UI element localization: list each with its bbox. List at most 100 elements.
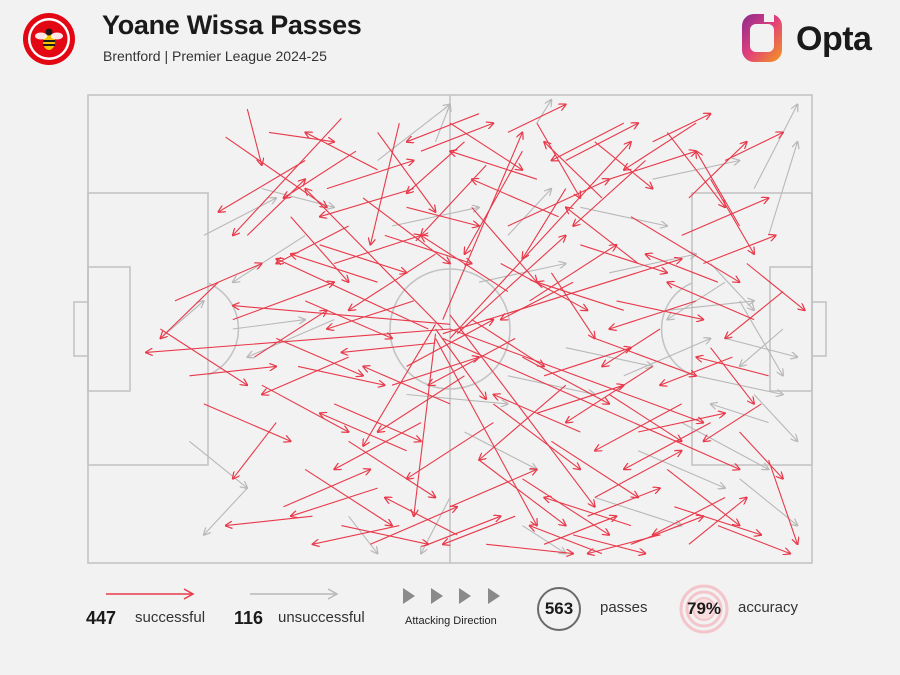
successful-passes xyxy=(146,104,805,553)
successful-pass-arrow xyxy=(319,244,407,273)
right-penalty-arc xyxy=(660,282,693,376)
successful-pass-arrow xyxy=(160,328,247,385)
passes-label: passes xyxy=(600,599,648,616)
successful-pass-arrow xyxy=(486,543,573,553)
unsuccessful-pass-arrow xyxy=(478,264,566,283)
successful-pass-arrow xyxy=(174,264,262,302)
unsuccessful-pass-arrow xyxy=(406,393,508,404)
unsuccessful-pass-arrow xyxy=(637,450,725,488)
successful-pass-arrow xyxy=(334,235,421,265)
successful-pass-arrow xyxy=(507,179,609,227)
unsuccessful-pass-arrow xyxy=(391,207,479,227)
successful-pass-arrow xyxy=(305,132,378,171)
successful-pass-arrow xyxy=(717,525,790,554)
accuracy-badge: 79% xyxy=(679,584,729,634)
successful-pass-arrow xyxy=(543,348,631,377)
accuracy-label: accuracy xyxy=(738,599,799,616)
successful-pass-arrow xyxy=(493,395,581,433)
successful-pass-arrow xyxy=(652,114,711,143)
successful-pass-arrow xyxy=(407,422,494,479)
successful-pass-arrow xyxy=(189,366,276,377)
page-title: Yoane Wissa Passes xyxy=(102,10,362,40)
accuracy-target-icon xyxy=(679,584,729,634)
successful-pass-arrow xyxy=(254,310,327,358)
successful-pass-arrow xyxy=(384,234,472,263)
successful-pass-arrow xyxy=(724,132,783,161)
successful-pass-arrow xyxy=(407,141,465,194)
successful-pass-arrow xyxy=(565,123,638,161)
unsuccessful-pass-arrow xyxy=(233,234,306,282)
successful-pass-arrow xyxy=(349,253,436,310)
unsuccessful-pass-arrow xyxy=(421,497,451,554)
successful-pass-arrow xyxy=(305,189,444,330)
successful-pass-arrow xyxy=(493,403,580,470)
successful-pass-arrow xyxy=(465,150,523,254)
successful-pass-arrow xyxy=(420,123,493,152)
unsuccessful-pass-arrow xyxy=(768,142,798,236)
successful-pass-arrow xyxy=(370,122,400,245)
successful-pass-arrow xyxy=(385,498,458,536)
successful-pass-arrow xyxy=(522,478,609,535)
successful-pass-arrow xyxy=(203,403,291,441)
unsuccessful-pass-arrow xyxy=(753,104,797,189)
unsuccessful-pass-arrow xyxy=(204,487,248,535)
successful-pass-arrow xyxy=(225,136,327,207)
successful-pass-arrow xyxy=(551,440,638,497)
unsuccessful-pass-arrow xyxy=(377,104,450,161)
successful-pass-arrow xyxy=(233,306,451,325)
successful-pass-arrow xyxy=(551,122,625,160)
successful-pass-arrow xyxy=(276,225,349,264)
successful-pass-arrow xyxy=(710,178,755,254)
successful-pass-arrow xyxy=(472,179,559,218)
successful-pass-arrow xyxy=(566,207,639,264)
unsuccessful-pass-arrow xyxy=(740,328,784,366)
successful-pass-arrow xyxy=(428,337,516,385)
successful-pass-arrow xyxy=(456,235,566,335)
unsuccessful-pass-arrow xyxy=(565,347,653,367)
successful-pass-arrow xyxy=(341,525,428,545)
successful-pass-arrow xyxy=(688,498,747,545)
successful-pass-arrow xyxy=(529,245,617,302)
opta-logo-icon xyxy=(742,12,782,62)
successful-pass-arrow xyxy=(275,337,363,375)
successful-pass-arrow xyxy=(246,179,305,236)
successful-pass-arrow xyxy=(595,403,682,451)
successful-pass-arrow xyxy=(630,216,740,283)
successful-pass-arrow xyxy=(688,142,747,199)
successful-pass-arrow xyxy=(291,487,378,516)
unsuccessful-pass-arrow xyxy=(464,431,537,469)
successful-pass-arrow xyxy=(725,291,784,339)
successful-pass-arrow xyxy=(304,300,392,339)
successful-pass-arrow xyxy=(407,113,480,142)
successful-pass-arrow xyxy=(297,365,385,385)
successful-pass-arrow xyxy=(703,235,775,265)
successful-pass-arrow xyxy=(442,337,740,469)
successful-pass-arrow xyxy=(666,132,725,207)
successful-pass-arrow xyxy=(363,324,436,446)
successful-pass-arrow xyxy=(233,422,277,479)
successful-pass-arrow xyxy=(146,328,451,352)
successful-pass-arrow xyxy=(421,235,509,293)
successful-pass-arrow xyxy=(666,468,739,525)
successful-legend-arrow xyxy=(106,588,195,600)
successful-pass-arrow xyxy=(739,431,783,479)
successful-pass-arrow xyxy=(653,497,726,535)
successful-pass-arrow xyxy=(710,347,755,404)
successful-pass-arrow xyxy=(428,516,500,545)
left-penalty-box xyxy=(87,192,209,466)
successful-pass-arrow xyxy=(268,131,334,141)
successful-pass-arrow xyxy=(449,314,595,507)
passes-total-badge: 563 xyxy=(537,587,581,631)
successful-count: 447 xyxy=(86,608,117,628)
successful-pass-arrow xyxy=(646,254,719,283)
unsuccessful-pass-arrow xyxy=(507,375,595,395)
successful-pass-arrow xyxy=(609,394,681,442)
successful-pass-arrow xyxy=(333,403,421,441)
successful-pass-arrow xyxy=(327,300,414,329)
successful-pass-arrow xyxy=(449,142,631,339)
successful-pass-arrow xyxy=(435,338,537,525)
unsuccessful-legend-arrow xyxy=(250,588,339,600)
legend: 447 successful 116 unsuccessful Attackin… xyxy=(0,578,900,648)
successful-pass-arrow xyxy=(536,122,580,198)
successful-pass-arrow xyxy=(312,525,400,545)
